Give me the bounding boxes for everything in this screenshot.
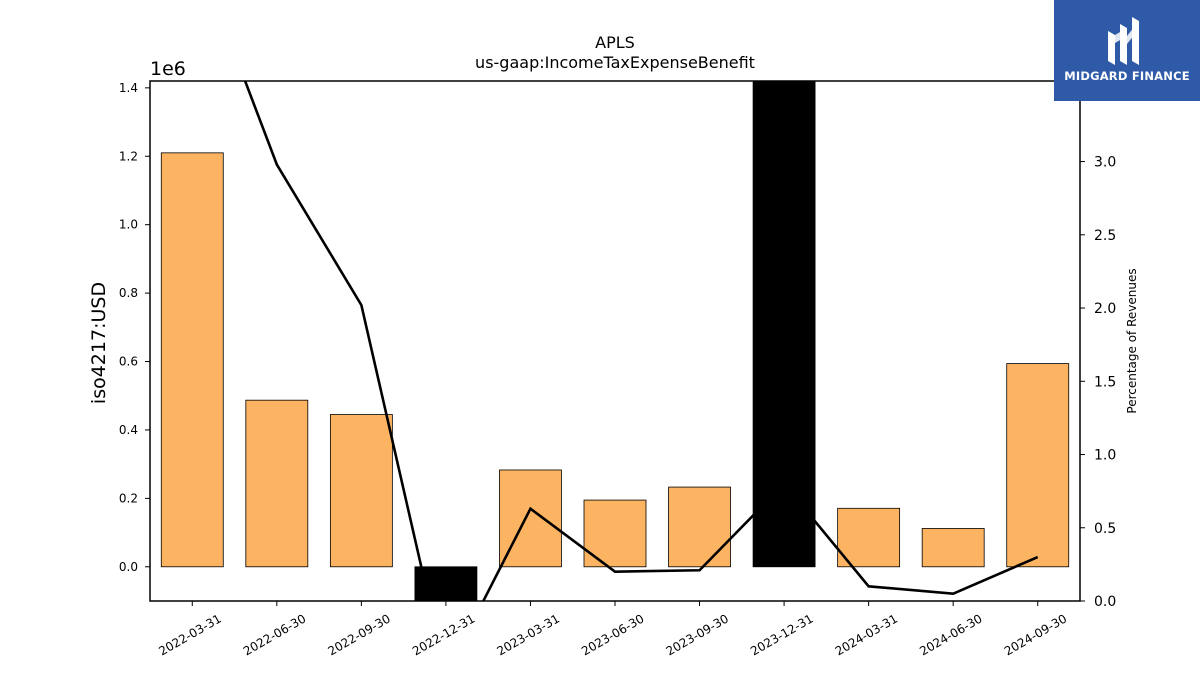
x-tick-label: 2024-09-30 [1002, 611, 1069, 658]
y-tick-label: 1.2 [119, 149, 138, 163]
y2-tick-label: 3.0 [1094, 155, 1116, 171]
y-tick-label: 1.4 [119, 81, 138, 95]
x-tick-label: 2022-03-31 [156, 611, 223, 658]
bar-2024-03-31 [837, 507, 901, 568]
x-tick-label: 2024-03-31 [833, 611, 900, 658]
x-tick-label: 2022-12-31 [410, 611, 477, 658]
y-tick-label: 0.2 [119, 491, 138, 505]
y-tick-label: 0.6 [119, 355, 138, 369]
y2-axis-label: Percentage of Revenues [1125, 268, 1139, 413]
x-tick-label: 2022-09-30 [325, 611, 392, 658]
y2-tick-label: 1.5 [1094, 374, 1116, 390]
logo-text: MIDGARD FINANCE [1064, 69, 1190, 83]
x-tick-label: 2023-12-31 [748, 611, 815, 658]
y-tick-label: 1.0 [119, 218, 138, 232]
x-tick-label: 2023-06-30 [579, 611, 646, 658]
bar-2022-03-31 [160, 152, 224, 568]
bar-2023-12-31 [752, 80, 816, 568]
x-tick-label: 2023-03-31 [495, 611, 562, 658]
x-tick-label: 2023-09-30 [664, 611, 731, 658]
bar-2023-09-30 [668, 486, 731, 568]
y-axis-label: iso4217:USD [88, 282, 110, 404]
y-tick-label: 0.0 [119, 560, 138, 574]
y-tick-label: 0.4 [119, 423, 138, 437]
bar-2022-09-30 [329, 414, 393, 568]
percentage-line [243, 81, 1039, 601]
y-offset-label: 1e6 [150, 58, 186, 80]
chart-subtitle: us-gaap:IncomeTaxExpenseBenefit [475, 53, 755, 72]
y2-tick-label: 0.5 [1094, 521, 1116, 537]
y2-tick-label: 1.0 [1094, 448, 1116, 464]
x-tick-label: 2022-06-30 [241, 611, 308, 658]
y2-tick-label: 0.0 [1094, 594, 1116, 610]
x-tick-label: 2024-06-30 [917, 611, 984, 658]
logo-mark-icon [1108, 17, 1139, 65]
bar-2022-06-30 [245, 399, 309, 568]
y2-tick-label: 2.0 [1094, 301, 1116, 317]
chart-title: APLS [595, 33, 635, 52]
company-logo: MIDGARD FINANCE [1054, 0, 1200, 101]
bar-2024-09-30 [1006, 363, 1070, 568]
bar-2024-06-30 [921, 528, 985, 568]
y2-tick-label: 2.5 [1094, 228, 1116, 244]
y-tick-label: 0.8 [119, 286, 138, 300]
